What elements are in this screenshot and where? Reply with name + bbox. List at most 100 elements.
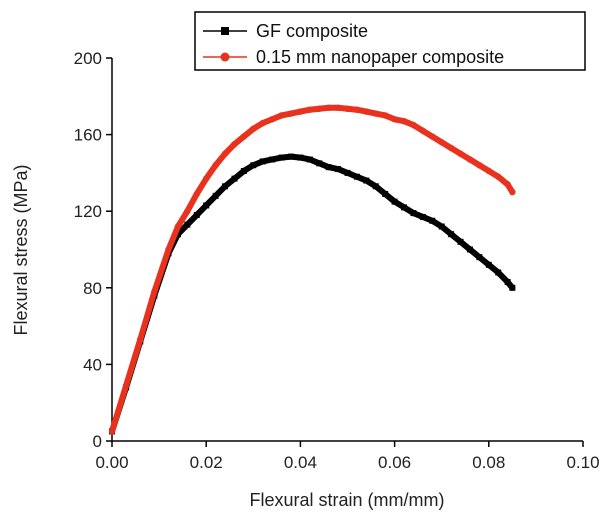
- y-tick-label: 40: [83, 355, 102, 374]
- data-point: [485, 167, 492, 175]
- series-line: [109, 104, 516, 435]
- data-point: [193, 212, 200, 219]
- legend-marker-nanopaper: [220, 52, 230, 62]
- data-point: [316, 160, 323, 167]
- data-point: [325, 164, 332, 171]
- data-point: [287, 153, 294, 160]
- data-point: [259, 119, 266, 127]
- data-point: [381, 112, 389, 119]
- series-1: [108, 104, 516, 435]
- y-tick-label: 0: [93, 432, 102, 451]
- data-point: [495, 269, 502, 276]
- legend-box: [194, 11, 586, 71]
- data-point: [297, 108, 304, 115]
- data-point: [278, 112, 285, 119]
- data-point: [344, 105, 351, 112]
- x-tick-label: 0.08: [472, 453, 505, 472]
- data-point: [353, 106, 361, 113]
- data-point: [504, 279, 511, 286]
- data-point: [419, 213, 426, 220]
- x-tick-label: 0.10: [566, 453, 599, 472]
- data-point: [448, 231, 455, 238]
- legend-label-nanopaper: 0.15 mm nanopaper composite: [256, 47, 504, 67]
- data-point: [174, 223, 182, 230]
- data-point: [391, 116, 398, 123]
- data-point: [372, 183, 379, 190]
- data-point: [476, 162, 483, 169]
- data-point: [429, 217, 436, 224]
- data-point: [122, 382, 130, 389]
- data-point: [203, 175, 210, 182]
- y-tick-label: 80: [83, 279, 102, 298]
- y-tick-label: 160: [74, 126, 102, 145]
- y-axis-title: Flexural stress (MPa): [11, 164, 31, 335]
- data-point: [287, 110, 295, 117]
- data-point: [268, 116, 276, 123]
- data-point: [495, 173, 502, 180]
- data-point: [278, 154, 285, 161]
- data-point: [457, 150, 464, 157]
- data-point: [438, 139, 445, 146]
- data-point: [410, 210, 417, 217]
- data-point: [250, 162, 257, 169]
- data-point: [509, 284, 516, 291]
- data-point: [165, 246, 172, 253]
- y-tick-label: 120: [74, 202, 102, 221]
- data-point: [222, 183, 229, 190]
- data-point: [363, 108, 370, 115]
- data-point: [231, 175, 238, 182]
- data-point: [335, 166, 342, 173]
- data-point: [504, 181, 511, 188]
- legend-marker-gf: [221, 27, 229, 35]
- axes: [111, 58, 583, 442]
- data-point: [466, 156, 474, 163]
- data-point: [221, 150, 229, 157]
- data-point: [400, 117, 408, 125]
- data-point: [382, 190, 389, 197]
- data-point: [269, 156, 276, 163]
- data-point: [250, 125, 257, 133]
- data-point: [137, 336, 144, 343]
- data-point: [372, 110, 379, 117]
- data-point: [476, 254, 483, 261]
- data-point: [212, 192, 219, 199]
- legend-label-gf: GF composite: [256, 21, 368, 41]
- data-point: [193, 190, 200, 198]
- x-tick-label: 0.06: [378, 453, 411, 472]
- data-point: [151, 288, 158, 295]
- data-point: [438, 223, 445, 230]
- legend: GF composite 0.15 mm nanopaper composite: [194, 11, 586, 71]
- data-point: [259, 158, 266, 165]
- data-point: [306, 156, 313, 163]
- data-point: [466, 246, 473, 253]
- x-tick-label: 0.04: [284, 453, 317, 472]
- data-point: [410, 121, 417, 129]
- data-point: [401, 204, 408, 211]
- x-tick-label: 0.02: [190, 453, 223, 472]
- data-point: [212, 162, 219, 169]
- data-point: [447, 144, 455, 152]
- series-0: [109, 153, 516, 435]
- data-point: [316, 105, 323, 112]
- data-point: [363, 177, 370, 184]
- data-point: [108, 428, 116, 435]
- y-tick-label: 200: [74, 49, 102, 68]
- data-point: [184, 208, 191, 215]
- data-point: [240, 133, 248, 140]
- data-point: [419, 127, 427, 134]
- data-point: [334, 104, 342, 111]
- data-point: [325, 104, 332, 111]
- data-point: [344, 169, 351, 176]
- x-tick-label: 0.00: [95, 453, 128, 472]
- data-point: [306, 106, 314, 113]
- data-point: [184, 221, 191, 228]
- y-ticks: 0 40 80 120 160 200: [74, 49, 112, 451]
- data-point: [240, 167, 247, 174]
- series-line: [109, 153, 516, 435]
- data-point: [231, 140, 238, 148]
- data-point: [203, 202, 210, 209]
- data-point: [457, 238, 464, 245]
- data-point: [485, 261, 492, 268]
- series-layer: [108, 104, 516, 435]
